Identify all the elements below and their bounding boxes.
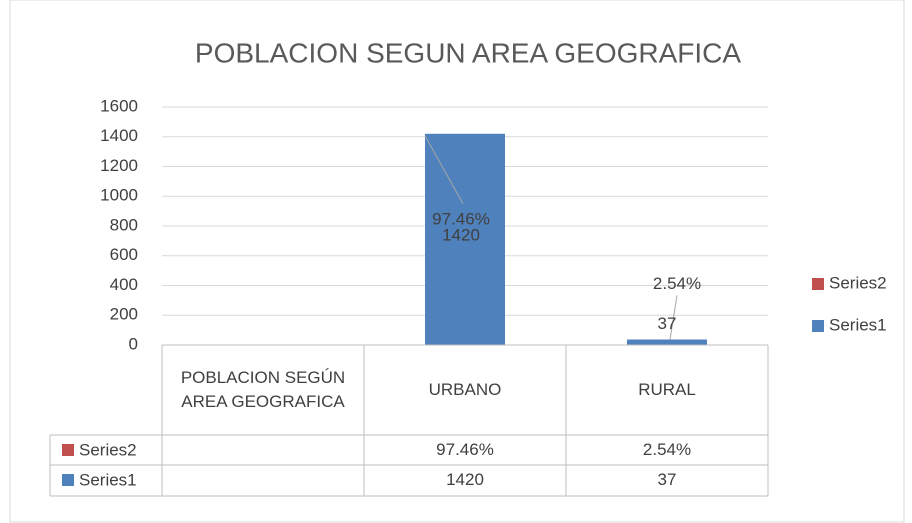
bar: [627, 339, 707, 345]
chart-title: POBLACION SEGUN AREA GEOGRAFICA: [195, 37, 741, 68]
y-tick-label: 1000: [100, 186, 138, 205]
legend-label: Series2: [829, 273, 887, 292]
legend-key: [62, 444, 74, 456]
x-tick-label: POBLACION SEGÚN AREA GEOGRAFICA: [180, 368, 346, 411]
y-tick-label: 1600: [100, 96, 138, 115]
x-tick-label-box: RURAL: [638, 380, 696, 399]
table-value-box: 1420: [446, 470, 484, 489]
x-tick-label: RURAL: [638, 380, 696, 399]
bar: [425, 133, 505, 345]
table-series-name: Series1: [79, 470, 137, 489]
leader-line: [424, 135, 464, 205]
legend-key: [62, 474, 74, 486]
data-label: 97.46%: [432, 209, 490, 228]
y-tick-label: 600: [110, 245, 138, 264]
y-tick-label: 400: [110, 275, 138, 294]
y-tick-label: 800: [110, 215, 138, 234]
y-tick-label: 1400: [100, 126, 138, 145]
table-series-name: Series2: [79, 440, 137, 459]
leader-line: [669, 295, 678, 340]
legend-label: Series1: [829, 315, 887, 334]
y-tick-label: 200: [110, 305, 138, 324]
table-value-box: 97.46%: [436, 440, 494, 459]
x-tick-label: URBANO: [428, 380, 502, 399]
legend-key: [812, 320, 824, 332]
table-value-box: 2.54%: [642, 440, 692, 459]
table-value: 97.46%: [436, 440, 494, 459]
table-value: 37: [657, 470, 677, 489]
y-tick-label: 1200: [100, 156, 138, 175]
data-label: 1420: [442, 225, 480, 244]
table-value: 1420: [446, 470, 484, 489]
x-tick-label-box: URBANO: [428, 380, 502, 399]
x-tick-label-box: POBLACION SEGÚN AREA GEOGRAFICA: [180, 368, 346, 411]
y-tick-label: 0: [129, 334, 138, 353]
legend-key: [812, 278, 824, 290]
data-label: 2.54%: [653, 274, 701, 293]
table-value: 2.54%: [642, 440, 692, 459]
table-value-box: 37: [657, 470, 677, 489]
data-label: 37: [658, 314, 677, 333]
